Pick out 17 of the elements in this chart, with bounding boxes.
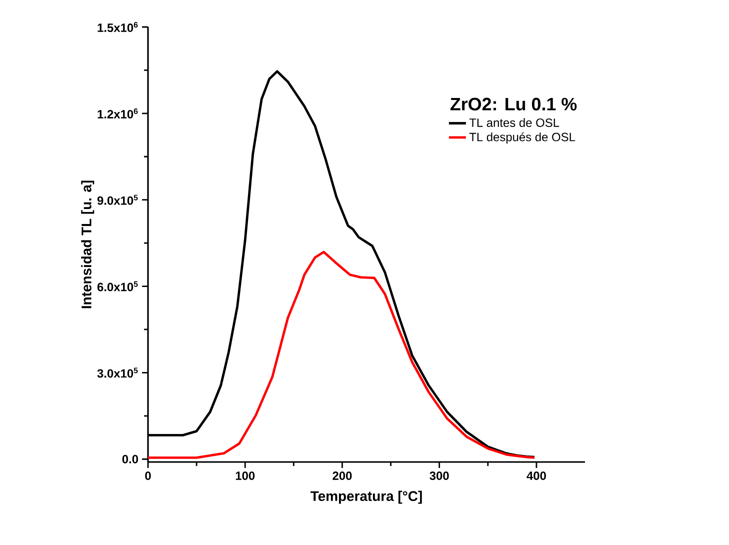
y-tick-label: 9.0x10$^{5}$ [97, 194, 138, 205]
y-axis-title: Intensidad TL [u. a] [81, 180, 94, 308]
legend-title: ZrO2: Lu 0.1 % [450, 98, 577, 110]
legend-label: TL después de OSL [469, 132, 576, 144]
x-tick-label: 0 [145, 472, 151, 480]
x-tick-label: 300 [430, 472, 449, 480]
y-tick-label: 0.0 [122, 454, 138, 464]
legend-label: TL antes de OSL [469, 118, 560, 127]
y-tick-label: 3.0x10$^{5}$ [97, 368, 138, 378]
y-tick-label: 6.0x10$^{5}$ [97, 281, 138, 292]
x-tick-label: 400 [526, 472, 546, 480]
x-tick-label: 100 [236, 472, 255, 480]
x-axis-title: Temperatura [°C] [310, 490, 422, 504]
line-series [148, 250, 536, 459]
y-tick-label: 1.2x10$^{6}$ [98, 108, 138, 118]
x-tick-label: 200 [332, 472, 352, 480]
y-tick-label: 1.5x10$^{6}$ [98, 22, 138, 32]
